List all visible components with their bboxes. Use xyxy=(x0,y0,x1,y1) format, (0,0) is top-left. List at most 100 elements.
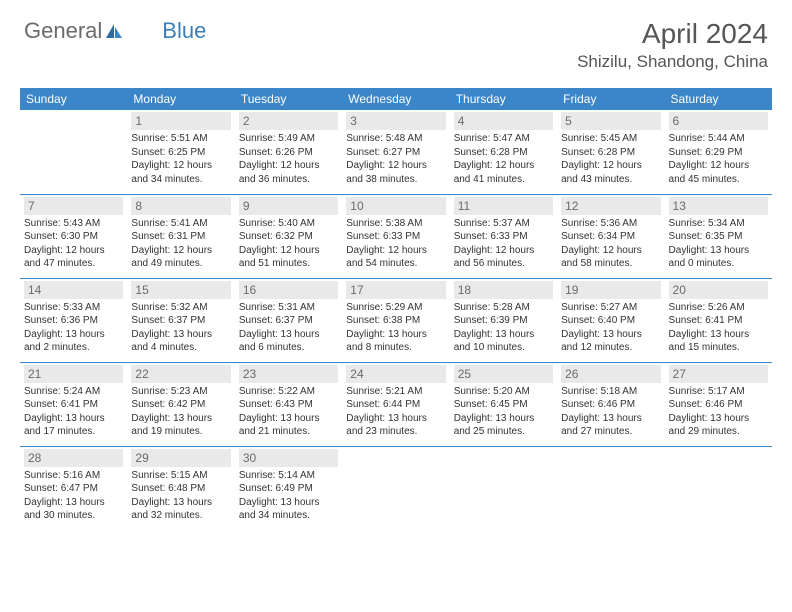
day-detail-line: Sunrise: 5:49 AM xyxy=(239,132,338,146)
calendar-week-row: 28Sunrise: 5:16 AMSunset: 6:47 PMDayligh… xyxy=(20,446,772,530)
day-detail-line: Sunrise: 5:38 AM xyxy=(346,217,445,231)
day-detail-line: Daylight: 13 hours xyxy=(239,412,338,426)
day-number: 11 xyxy=(454,197,553,215)
day-detail-line: Sunrise: 5:23 AM xyxy=(131,385,230,399)
day-details: Sunrise: 5:40 AMSunset: 6:32 PMDaylight:… xyxy=(239,217,338,271)
calendar-day-cell: 29Sunrise: 5:15 AMSunset: 6:48 PMDayligh… xyxy=(127,446,234,530)
day-detail-line: Sunrise: 5:47 AM xyxy=(454,132,553,146)
calendar-day-cell: 9Sunrise: 5:40 AMSunset: 6:32 PMDaylight… xyxy=(235,194,342,278)
calendar-day-cell: 11 Sunrise: 5:37 AMSunset: 6:33 PMDayligh… xyxy=(450,194,557,278)
calendar-day-cell: 20 Sunrise: 5:26 AMSunset: 6:41 PMDayligh… xyxy=(665,278,772,362)
calendar-day-cell: 5Sunrise: 5:45 AMSunset: 6:28 PMDaylight… xyxy=(557,110,664,194)
day-detail-line: Sunrise: 5:24 AM xyxy=(24,385,123,399)
day-detail-line: Sunset: 6:47 PM xyxy=(24,482,123,496)
calendar-day-cell: 23Sunrise: 5:22 AMSunset: 6:43 PMDayligh… xyxy=(235,362,342,446)
day-detail-line: Sunset: 6:25 PM xyxy=(131,146,230,160)
day-detail-line: Sunrise: 5:33 AM xyxy=(24,301,123,315)
day-detail-line: and 38 minutes. xyxy=(346,173,445,187)
day-detail-line: Sunset: 6:33 PM xyxy=(346,230,445,244)
calendar-week-row: 14 Sunrise: 5:33 AMSunset: 6:36 PMDayligh… xyxy=(20,278,772,362)
day-detail-line: and 47 minutes. xyxy=(24,257,123,271)
day-detail-line: Sunrise: 5:16 AM xyxy=(24,469,123,483)
day-detail-line: Sunrise: 5:48 AM xyxy=(346,132,445,146)
day-detail-line: and 29 minutes. xyxy=(669,425,768,439)
day-details: Sunrise: 5:37 AMSunset: 6:33 PMDaylight:… xyxy=(454,217,553,271)
calendar-day-cell: 15Sunrise: 5:32 AMSunset: 6:37 PMDayligh… xyxy=(127,278,234,362)
day-detail-line: and 43 minutes. xyxy=(561,173,660,187)
day-number: 6 xyxy=(669,112,768,130)
day-detail-line: and 34 minutes. xyxy=(131,173,230,187)
day-detail-line: Sunset: 6:28 PM xyxy=(454,146,553,160)
day-detail-line: and 34 minutes. xyxy=(239,509,338,523)
day-detail-line: Sunset: 6:28 PM xyxy=(561,146,660,160)
calendar-day-cell: 3Sunrise: 5:48 AMSunset: 6:27 PMDaylight… xyxy=(342,110,449,194)
calendar-day-cell: 27Sunrise: 5:17 AMSunset: 6:46 PMDayligh… xyxy=(665,362,772,446)
day-detail-line: Sunset: 6:32 PM xyxy=(239,230,338,244)
day-number: 25 xyxy=(454,365,553,383)
day-details: Sunrise: 5:47 AMSunset: 6:28 PMDaylight:… xyxy=(454,132,553,186)
calendar-day-cell: 14 Sunrise: 5:33 AMSunset: 6:36 PMDayligh… xyxy=(20,278,127,362)
day-number: 7 xyxy=(24,197,123,215)
day-header: Thursday xyxy=(450,88,557,110)
day-details: Sunrise: 5:31 AMSunset: 6:37 PMDaylight:… xyxy=(239,301,338,355)
day-detail-line: Sunrise: 5:29 AM xyxy=(346,301,445,315)
day-detail-line: Sunset: 6:45 PM xyxy=(454,398,553,412)
day-number: 13 xyxy=(669,197,768,215)
calendar-day-cell: 10Sunrise: 5:38 AMSunset: 6:33 PMDayligh… xyxy=(342,194,449,278)
day-details: Sunrise: 5:32 AMSunset: 6:37 PMDaylight:… xyxy=(131,301,230,355)
logo-sail-icon xyxy=(104,22,124,40)
day-detail-line: Daylight: 12 hours xyxy=(131,159,230,173)
day-number: 14 xyxy=(24,281,123,299)
calendar-day-cell: 17 Sunrise: 5:29 AMSunset: 6:38 PMDayligh… xyxy=(342,278,449,362)
day-detail-line: Daylight: 13 hours xyxy=(669,412,768,426)
calendar-day-cell xyxy=(557,446,664,530)
day-detail-line: Sunset: 6:43 PM xyxy=(239,398,338,412)
day-details: Sunrise: 5:45 AMSunset: 6:28 PMDaylight:… xyxy=(561,132,660,186)
day-detail-line: Daylight: 13 hours xyxy=(24,412,123,426)
day-detail-line: Sunrise: 5:32 AM xyxy=(131,301,230,315)
calendar-day-cell xyxy=(665,446,772,530)
day-details: Sunrise: 5:51 AMSunset: 6:25 PMDaylight:… xyxy=(131,132,230,186)
day-details: Sunrise: 5:49 AMSunset: 6:26 PMDaylight:… xyxy=(239,132,338,186)
day-detail-line: and 0 minutes. xyxy=(669,257,768,271)
calendar-day-cell: 25Sunrise: 5:20 AMSunset: 6:45 PMDayligh… xyxy=(450,362,557,446)
day-header: Friday xyxy=(557,88,664,110)
calendar-day-cell: 4Sunrise: 5:47 AMSunset: 6:28 PMDaylight… xyxy=(450,110,557,194)
day-detail-line: Sunrise: 5:17 AM xyxy=(669,385,768,399)
day-detail-line: and 23 minutes. xyxy=(346,425,445,439)
day-detail-line: Sunrise: 5:27 AM xyxy=(561,301,660,315)
day-detail-line: Daylight: 13 hours xyxy=(24,328,123,342)
day-detail-line: and 4 minutes. xyxy=(131,341,230,355)
day-detail-line: Sunset: 6:46 PM xyxy=(669,398,768,412)
calendar-day-cell: 19 Sunrise: 5:27 AMSunset: 6:40 PMDayligh… xyxy=(557,278,664,362)
day-number: 19 xyxy=(561,281,660,299)
day-detail-line: Sunrise: 5:22 AM xyxy=(239,385,338,399)
day-detail-line: Daylight: 12 hours xyxy=(239,159,338,173)
day-detail-line: Daylight: 12 hours xyxy=(346,159,445,173)
page-header: General Blue April 2024 Shizilu, Shandon… xyxy=(0,0,792,80)
day-number: 17 xyxy=(346,281,445,299)
day-header: Tuesday xyxy=(235,88,342,110)
day-number: 22 xyxy=(131,365,230,383)
day-detail-line: Sunset: 6:37 PM xyxy=(131,314,230,328)
day-detail-line: Sunset: 6:39 PM xyxy=(454,314,553,328)
day-detail-line: Daylight: 13 hours xyxy=(131,328,230,342)
calendar-day-cell: 2Sunrise: 5:49 AMSunset: 6:26 PMDaylight… xyxy=(235,110,342,194)
day-details: Sunrise: 5:27 AMSunset: 6:40 PMDaylight:… xyxy=(561,301,660,355)
day-details: Sunrise: 5:26 AMSunset: 6:41 PMDaylight:… xyxy=(669,301,768,355)
day-detail-line: Sunrise: 5:14 AM xyxy=(239,469,338,483)
day-detail-line: Daylight: 13 hours xyxy=(454,328,553,342)
day-number: 8 xyxy=(131,197,230,215)
day-detail-line: Sunset: 6:38 PM xyxy=(346,314,445,328)
day-detail-line: Sunset: 6:40 PM xyxy=(561,314,660,328)
day-detail-line: Daylight: 13 hours xyxy=(561,328,660,342)
day-detail-line: Daylight: 13 hours xyxy=(346,328,445,342)
day-number: 20 xyxy=(669,281,768,299)
day-detail-line: Daylight: 12 hours xyxy=(454,159,553,173)
day-detail-line: Sunset: 6:26 PM xyxy=(239,146,338,160)
calendar-day-cell xyxy=(20,110,127,194)
calendar-day-cell: 6Sunrise: 5:44 AMSunset: 6:29 PMDaylight… xyxy=(665,110,772,194)
day-detail-line: Sunset: 6:42 PM xyxy=(131,398,230,412)
day-details: Sunrise: 5:33 AMSunset: 6:36 PMDaylight:… xyxy=(24,301,123,355)
day-detail-line: Sunset: 6:31 PM xyxy=(131,230,230,244)
